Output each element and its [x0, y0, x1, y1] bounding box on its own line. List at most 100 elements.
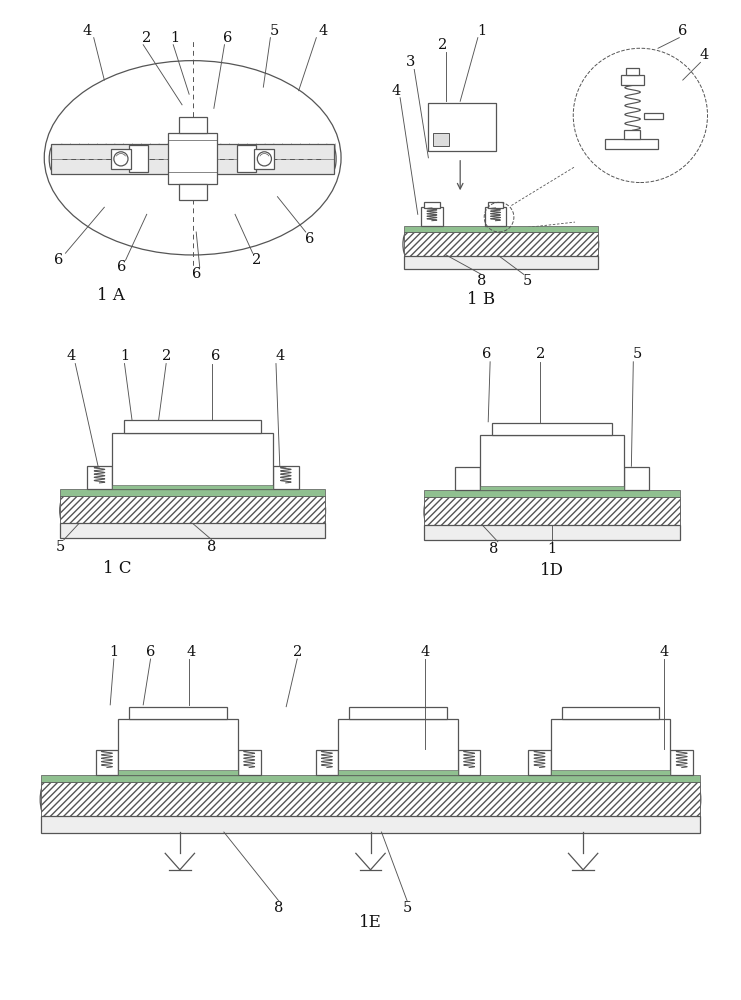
Bar — [492, 423, 612, 435]
Bar — [96, 750, 119, 775]
Bar — [428, 103, 496, 151]
Bar — [644, 113, 663, 119]
Bar — [60, 523, 325, 538]
Bar — [562, 713, 659, 719]
Text: 2: 2 — [438, 38, 447, 52]
Bar — [422, 207, 442, 226]
Text: 4: 4 — [659, 645, 668, 659]
Text: 1: 1 — [120, 349, 129, 363]
Text: 2: 2 — [162, 349, 170, 363]
Bar — [349, 713, 447, 719]
Bar — [239, 768, 260, 775]
Bar — [129, 707, 227, 719]
Text: 6: 6 — [146, 645, 155, 659]
Bar — [425, 525, 679, 540]
Text: 4: 4 — [392, 84, 401, 98]
Bar — [624, 467, 649, 490]
Text: 4: 4 — [67, 349, 76, 363]
Bar — [458, 750, 480, 775]
Text: 6: 6 — [53, 253, 63, 267]
Bar — [433, 133, 448, 146]
Text: 1 B: 1 B — [468, 291, 496, 308]
Text: 2: 2 — [293, 645, 302, 659]
Text: 6: 6 — [305, 232, 314, 246]
Bar — [238, 750, 261, 775]
Bar — [60, 496, 325, 525]
Bar — [485, 207, 506, 226]
Bar — [529, 768, 550, 775]
Bar — [422, 221, 442, 226]
Bar — [404, 232, 598, 257]
Text: 4: 4 — [186, 645, 196, 659]
Text: 8: 8 — [274, 901, 284, 915]
Text: 6: 6 — [482, 347, 491, 361]
Bar — [113, 433, 273, 489]
Bar — [551, 770, 671, 775]
Bar — [425, 497, 679, 526]
Bar — [60, 489, 325, 496]
Bar — [621, 75, 644, 85]
Bar — [316, 768, 337, 775]
Bar — [168, 133, 217, 184]
Bar — [480, 486, 624, 490]
Text: 1 C: 1 C — [103, 560, 131, 577]
Text: 4: 4 — [82, 24, 91, 38]
Text: 2: 2 — [142, 31, 151, 45]
Text: 5: 5 — [522, 274, 532, 288]
Text: 5: 5 — [633, 347, 642, 361]
Bar — [41, 782, 700, 817]
Bar — [338, 770, 458, 775]
Bar — [480, 435, 624, 490]
Bar — [625, 467, 648, 490]
Circle shape — [114, 152, 128, 166]
Bar — [316, 750, 338, 775]
Text: 4: 4 — [275, 349, 285, 363]
Text: 4: 4 — [421, 645, 430, 659]
Bar — [179, 117, 207, 133]
Text: 6: 6 — [117, 260, 127, 274]
Bar — [607, 139, 657, 149]
Bar — [124, 426, 261, 433]
Bar — [338, 719, 458, 775]
Bar — [456, 467, 479, 490]
Text: 1E: 1E — [359, 914, 382, 931]
Text: 1: 1 — [548, 542, 556, 556]
Text: 3: 3 — [406, 55, 416, 69]
Bar — [237, 145, 256, 172]
Bar — [425, 490, 679, 497]
Text: 6: 6 — [191, 267, 201, 281]
Bar — [459, 768, 479, 775]
Bar — [129, 145, 148, 172]
Bar — [528, 750, 551, 775]
Bar — [605, 139, 658, 149]
Bar — [404, 226, 598, 232]
Text: 8: 8 — [207, 540, 216, 554]
Bar — [87, 483, 112, 489]
Bar — [492, 430, 612, 435]
Bar — [455, 467, 480, 490]
Text: 2: 2 — [252, 253, 261, 267]
Circle shape — [257, 152, 271, 166]
Bar — [273, 483, 298, 489]
Text: 1 A: 1 A — [98, 287, 125, 304]
Bar — [254, 149, 274, 169]
Bar — [96, 768, 118, 775]
Text: 8: 8 — [476, 274, 486, 288]
Text: 1D: 1D — [540, 562, 564, 579]
Bar — [424, 202, 439, 208]
Bar — [119, 770, 238, 775]
Bar — [349, 707, 447, 719]
Bar — [404, 256, 598, 269]
Text: 6: 6 — [678, 24, 688, 38]
Bar — [273, 466, 299, 489]
Bar — [111, 149, 131, 169]
Bar — [671, 750, 693, 775]
Text: 5: 5 — [402, 901, 412, 915]
Bar — [113, 485, 273, 489]
Text: 5: 5 — [56, 540, 64, 554]
Bar — [51, 144, 334, 174]
Text: 8: 8 — [489, 542, 499, 556]
Bar — [485, 221, 505, 226]
Text: 1: 1 — [476, 24, 486, 38]
Bar — [626, 68, 639, 75]
